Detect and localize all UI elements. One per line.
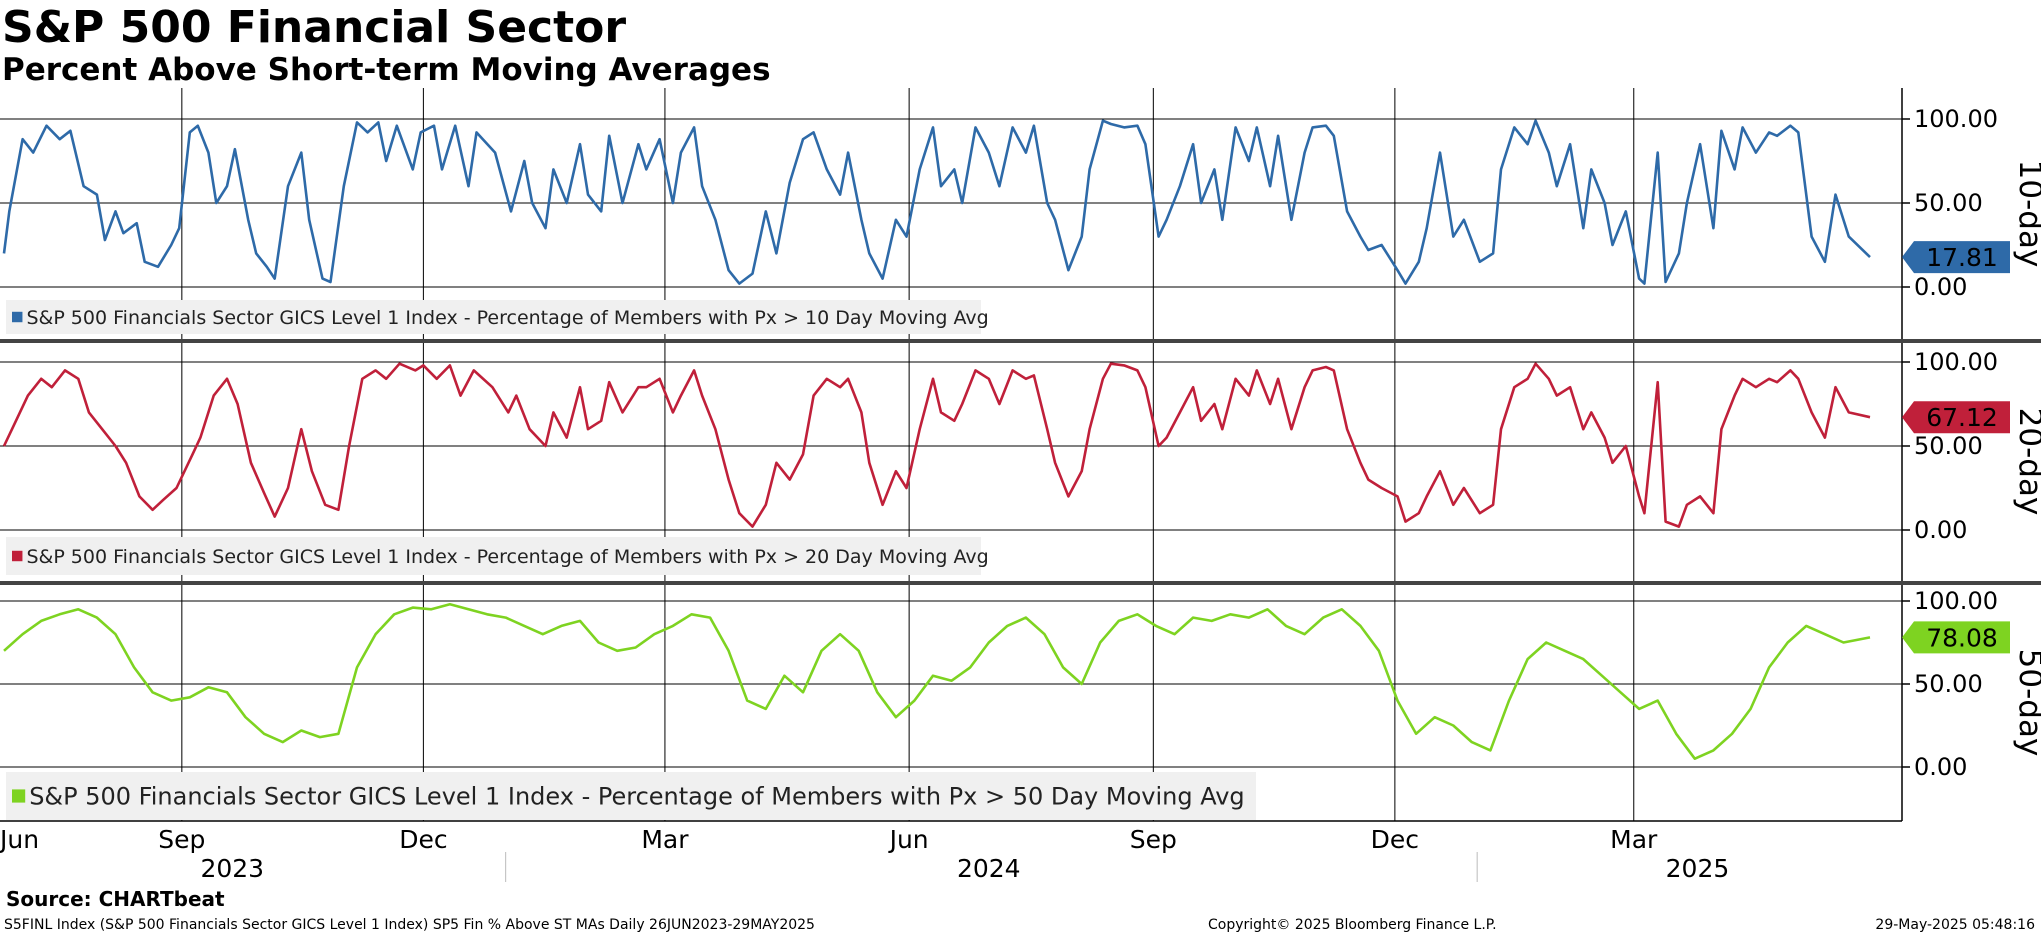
source-label: Source: CHARTbeat: [6, 887, 225, 911]
x-tick-label: Jun: [888, 825, 929, 854]
y-tick-label: 100.00: [1914, 587, 1998, 615]
legend-background: [6, 537, 981, 575]
last-value-tag: 17.81: [1902, 241, 2010, 274]
footer-description: S5FINL Index (S&P 500 Financials Sector …: [4, 917, 815, 933]
x-year-label: 2024: [957, 854, 1021, 883]
x-year-label: 2025: [1666, 854, 1730, 883]
legend-label: S&P 500 Financials Sector GICS Level 1 I…: [29, 783, 1244, 811]
axis-title-20-day: 20-day: [2012, 408, 2041, 516]
y-tick-label: 50.00: [1914, 670, 1983, 698]
panel-separator: [0, 339, 2041, 343]
x-tick-label: Jun: [0, 825, 39, 854]
last-value-background: [1902, 241, 2010, 274]
y-tick-label: 0.00: [1914, 753, 1967, 781]
legend-swatch: [12, 550, 23, 562]
last-value-background: [1902, 621, 2010, 654]
x-tick-label: Mar: [1610, 825, 1658, 854]
series-line-10-day: [2, 119, 1871, 285]
y-tick-label: 50.00: [1914, 189, 1983, 217]
panel-separator: [0, 581, 2041, 585]
x-year-label: 2023: [200, 854, 264, 883]
y-tick-label: 100.00: [1914, 348, 1998, 376]
last-value-background: [1902, 401, 2010, 434]
legend-swatch: [12, 311, 23, 323]
x-tick-label: Sep: [158, 825, 205, 854]
axis-title-50-day: 50-day: [2012, 649, 2041, 757]
footer-copyright: Copyright© 2025 Bloomberg Finance L.P.: [1208, 917, 1497, 933]
panel-50-day: 100.00 50.00 0.00 78.08 50-day S&P 500 Financ…: [0, 584, 2041, 821]
last-value-text: 78.08: [1926, 623, 1998, 652]
legend-50-day: S&P 500 Financials Sector GICS Level 1 I…: [6, 772, 1256, 820]
axis-title-10-day: 10-day: [2012, 160, 2041, 268]
y-tick-label: 0.00: [1914, 516, 1967, 544]
y-tick-label: 50.00: [1914, 432, 1983, 460]
x-tick-label: Dec: [399, 825, 447, 854]
last-value-tag: 67.12: [1902, 401, 2010, 434]
x-tick-label: Sep: [1130, 825, 1177, 854]
chart-subtitle: Percent Above Short-term Moving Averages: [2, 52, 771, 88]
legend-background: [6, 772, 1256, 820]
last-value-text: 17.81: [1926, 243, 1998, 272]
series-line-20-day: [2, 362, 1871, 528]
x-tick-label: Mar: [641, 825, 689, 854]
legend-background: [6, 300, 981, 334]
last-value-tag: 78.08: [1902, 621, 2010, 654]
legend-label: S&P 500 Financials Sector GICS Level 1 I…: [26, 546, 988, 568]
y-tick-label: 100.00: [1914, 105, 1998, 133]
last-value-text: 67.12: [1926, 403, 1998, 432]
series-line-50-day: [3, 602, 1871, 761]
panel-20-day: 100.00 50.00 0.00 67.12 20-day S&P 500 Financ…: [0, 342, 2041, 581]
legend-10-day: S&P 500 Financials Sector GICS Level 1 I…: [6, 300, 989, 334]
legend-20-day: S&P 500 Financials Sector GICS Level 1 I…: [6, 537, 989, 575]
y-tick-label: 0.00: [1914, 273, 1967, 301]
x-tick-label: Dec: [1371, 825, 1419, 854]
legend-label: S&P 500 Financials Sector GICS Level 1 I…: [26, 307, 988, 329]
legend-swatch: [12, 789, 26, 803]
chart-title: S&P 500 Financial Sector: [2, 2, 627, 53]
footer-timestamp: 29-May-2025 05:48:16: [1875, 917, 2035, 933]
